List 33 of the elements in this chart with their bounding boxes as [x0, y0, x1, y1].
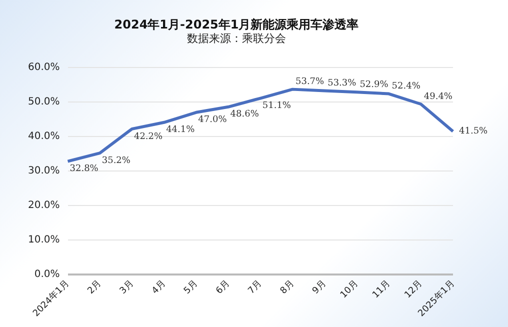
data-label: 48.6%	[230, 110, 260, 120]
x-tick-label: 7月	[246, 278, 264, 296]
data-label: 49.4%	[424, 92, 453, 102]
x-tick-label: 12月	[403, 278, 425, 300]
data-label: 53.3%	[328, 78, 357, 89]
data-label: 35.2%	[102, 156, 131, 166]
y-tick-label: 10.0%	[28, 234, 60, 246]
data-label: 42.2%	[134, 132, 164, 142]
y-tick-label: 50.0%	[28, 96, 60, 108]
x-tick-label: 4月	[150, 278, 168, 296]
x-tick-label: 6月	[214, 278, 232, 296]
data-label: 52.9%	[360, 80, 389, 90]
x-tick-label: 9月	[310, 278, 328, 296]
data-label: 41.5%	[459, 126, 488, 137]
chart-title: 2024年1月-2025年1月新能源乘用车渗透率	[114, 17, 359, 32]
data-label: 52.4%	[392, 82, 421, 92]
y-tick-label: 30.0%	[28, 166, 60, 177]
data-label: 53.7%	[295, 77, 325, 88]
data-label: 32.8%	[70, 164, 99, 174]
y-tick-label: 40.0%	[28, 131, 60, 142]
chart-subtitle: 数据来源：乘联分会	[187, 32, 286, 45]
x-tick-label: 3月	[118, 278, 136, 296]
x-tick-label: 5月	[182, 278, 200, 296]
y-tick-label: 0.0%	[34, 268, 60, 280]
data-label: 51.1%	[262, 101, 292, 112]
x-tick-label: 2月	[86, 278, 104, 296]
x-tick-label: 11月	[371, 278, 393, 300]
data-label: 44.1%	[166, 125, 196, 136]
data-label: 47.0%	[198, 115, 228, 126]
x-tick-label: 8月	[278, 278, 296, 296]
y-tick-label: 20.0%	[28, 200, 60, 212]
y-tick-label: 60.0%	[28, 62, 60, 74]
x-tick-label: 10月	[338, 278, 360, 300]
